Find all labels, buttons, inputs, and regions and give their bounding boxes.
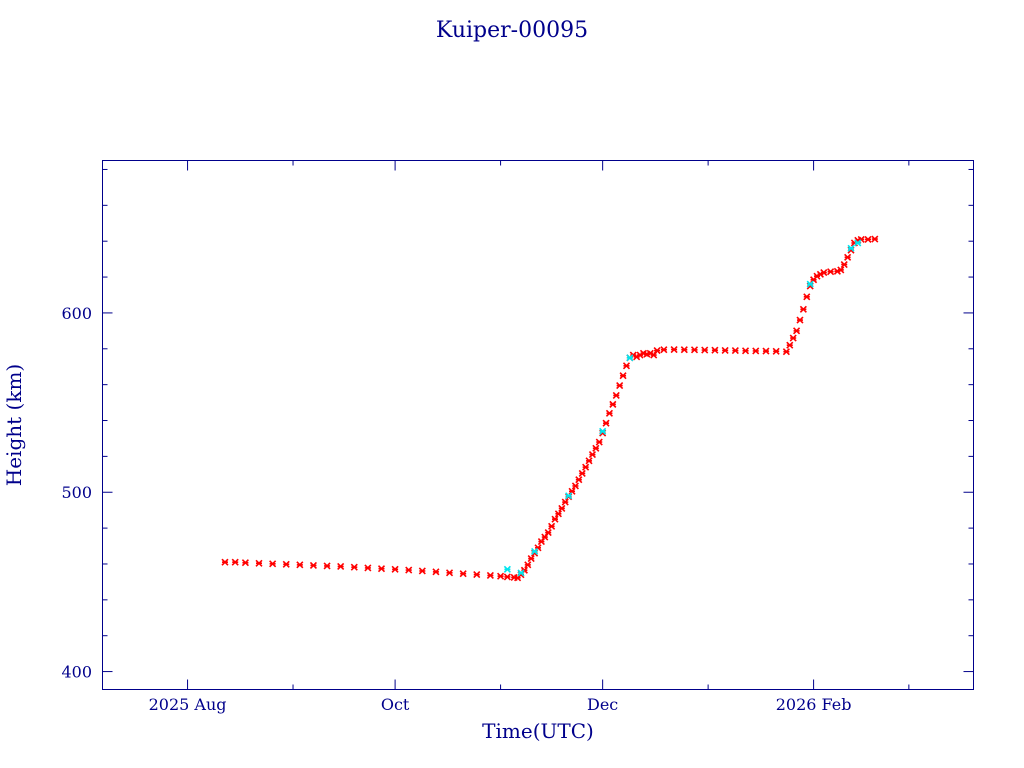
data-point (854, 239, 862, 247)
data-point (575, 476, 583, 484)
data-point (551, 515, 559, 523)
data-point (592, 444, 600, 452)
x-tick-label: Oct (381, 695, 410, 714)
data-point (796, 316, 804, 324)
y-axis-label: Height (km) (2, 364, 26, 486)
data-point (255, 559, 263, 567)
data-point (585, 457, 593, 465)
data-point (595, 438, 603, 446)
axis-ticks (102, 160, 974, 690)
x-tick-label: 2025 Aug (149, 695, 227, 714)
data-point (612, 391, 620, 399)
data-point (531, 547, 539, 555)
chart-title: Kuiper-00095 (436, 18, 588, 43)
data-point (616, 381, 624, 390)
data-point (789, 334, 797, 342)
data-point (231, 558, 239, 566)
data-point (405, 566, 413, 574)
data-point (847, 244, 855, 252)
data-point (377, 565, 386, 573)
data-point (837, 266, 845, 274)
data-point (309, 561, 318, 569)
data-point (524, 561, 532, 569)
data-point (626, 354, 634, 362)
data-point (827, 268, 835, 276)
y-tick-label: 400 (61, 663, 92, 682)
data-point (660, 346, 668, 354)
data-point (772, 347, 780, 355)
data-point (221, 558, 229, 566)
data-point (571, 482, 579, 490)
data-point (588, 451, 597, 459)
axis-tick-labels: 2025 Aug Oct Dec 2026 Feb 400 500 600 (61, 304, 851, 714)
data-point (364, 564, 372, 572)
data-point (558, 504, 566, 512)
data-point (582, 463, 590, 471)
data-point (548, 522, 556, 530)
data-point (701, 346, 709, 354)
data-point (690, 346, 699, 354)
data-point (799, 305, 807, 313)
data-point (527, 555, 535, 563)
data-point (544, 529, 552, 537)
data-point (282, 560, 290, 568)
data-point (241, 559, 249, 567)
data-point (741, 347, 750, 355)
data-point (670, 345, 678, 354)
data-point (578, 469, 586, 477)
data-point (609, 400, 617, 408)
data-point (820, 269, 828, 277)
data-point (497, 572, 505, 580)
data-point (445, 569, 454, 577)
data-point (782, 348, 790, 356)
data-point (323, 562, 331, 570)
data-point (350, 563, 358, 571)
data-point (762, 347, 770, 355)
data-point (605, 409, 614, 417)
data-point (418, 567, 426, 575)
data-point (752, 347, 760, 355)
data-point (565, 492, 573, 500)
data-point (871, 235, 879, 243)
data-point (599, 427, 607, 435)
data-point (459, 570, 467, 578)
x-axis-label: Time(UTC) (482, 719, 594, 743)
data-point (337, 562, 345, 571)
data-point (844, 253, 852, 261)
data-point (561, 498, 569, 506)
data-point (486, 571, 494, 580)
y-tick-label: 600 (61, 304, 92, 323)
data-point (517, 569, 525, 577)
data-point (840, 260, 848, 269)
x-tick-label: Dec (587, 695, 618, 714)
plot-frame (102, 160, 974, 690)
data-point (554, 510, 562, 518)
data-point (803, 293, 811, 301)
data-point (721, 346, 729, 354)
data-point (602, 419, 610, 427)
data-point (711, 346, 719, 354)
data-point (622, 362, 631, 370)
data-point (473, 570, 481, 579)
data-point (391, 565, 399, 573)
data-point (680, 346, 688, 354)
data-point (731, 347, 739, 355)
data-point (503, 565, 511, 573)
data-point (786, 341, 794, 349)
data-point (503, 573, 511, 581)
data-point (269, 560, 277, 568)
data-point (793, 327, 801, 335)
x-tick-label: 2026 Feb (776, 695, 852, 714)
data-point (619, 372, 627, 380)
data-point (653, 347, 661, 355)
data-point (864, 235, 872, 243)
y-tick-label: 500 (61, 483, 92, 502)
data-point (806, 280, 814, 288)
data-point (296, 561, 304, 569)
data-points (221, 235, 879, 582)
data-point (432, 568, 440, 576)
